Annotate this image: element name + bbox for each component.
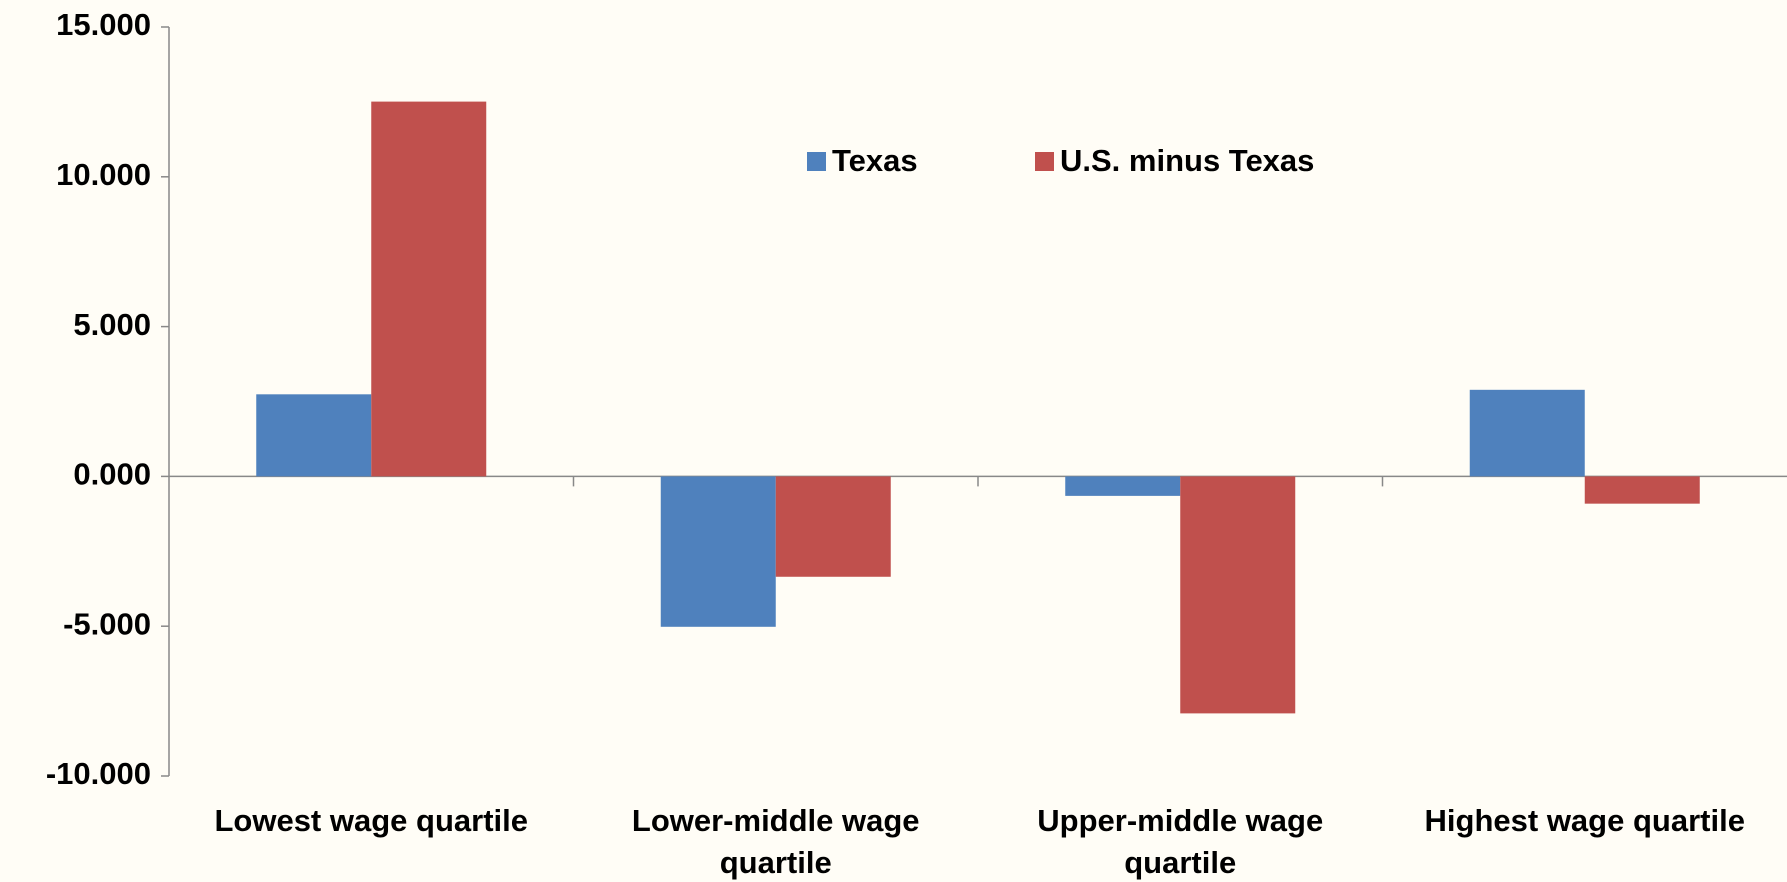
y-tick-label: -10.000 — [46, 756, 151, 791]
y-tick-label: 10.000 — [56, 157, 151, 192]
legend-swatch — [807, 152, 826, 171]
y-tick-label: 0.000 — [73, 457, 151, 492]
y-tick-label: -5.000 — [63, 606, 151, 641]
bar — [256, 394, 372, 477]
x-tick-label: Lowest wage quartile — [214, 803, 528, 838]
legend-swatch — [1035, 152, 1054, 171]
bar — [1180, 476, 1296, 714]
x-tick-label: Highest wage quartile — [1424, 803, 1745, 838]
bar — [1065, 476, 1181, 496]
legend-label: U.S. minus Texas — [1060, 143, 1314, 178]
bar — [371, 101, 487, 477]
legend-label: Texas — [832, 143, 918, 178]
bar — [660, 476, 776, 627]
x-tick-label: Lower-middle wage quartile — [631, 803, 920, 880]
bar — [1469, 389, 1585, 477]
y-tick-label: 15.000 — [56, 7, 151, 42]
bar — [1584, 476, 1700, 504]
bar — [775, 476, 891, 577]
x-tick-label: Upper-middle wage quartile — [1037, 803, 1324, 880]
y-tick-label: 5.000 — [73, 307, 151, 342]
